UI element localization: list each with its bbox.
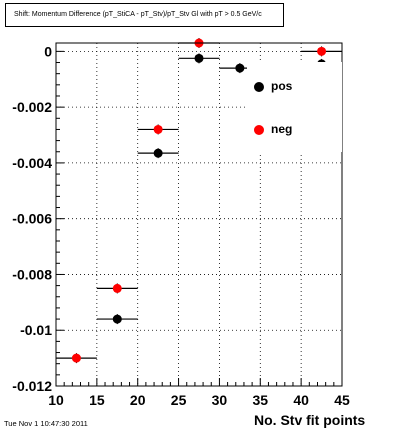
y-tick-label: -0.004 bbox=[12, 155, 52, 171]
plot-frame bbox=[55, 42, 343, 387]
y-tick-label: -0.01 bbox=[20, 322, 52, 338]
x-tick-label: 40 bbox=[293, 392, 309, 408]
legend-label-pos: pos bbox=[271, 79, 293, 93]
chart-title: Shift: Momentum Difference (pT_StiCA - p… bbox=[5, 3, 284, 27]
x-tick-label: 30 bbox=[212, 392, 228, 408]
axis-ticks: 10 15 20 25 30 35 40 45 -0.012 -0.01 -0.008 -0.006 -… bbox=[12, 43, 350, 408]
point-pos bbox=[194, 53, 204, 63]
legend-item-pos: pos bbox=[247, 78, 342, 96]
legend-marker-neg bbox=[254, 125, 264, 135]
y-tick-label: -0.006 bbox=[12, 211, 52, 227]
legend-item-neg: neg bbox=[247, 121, 342, 139]
point-neg bbox=[112, 283, 122, 293]
point-pos bbox=[153, 148, 163, 158]
point-pos bbox=[112, 314, 122, 324]
y-tick-label: -0.008 bbox=[12, 266, 52, 282]
x-axis-label: No. Stv fit points bbox=[254, 412, 366, 428]
point-neg bbox=[153, 124, 163, 134]
point-neg bbox=[317, 46, 327, 56]
x-tick-label: 15 bbox=[89, 392, 105, 408]
legend-marker-pos bbox=[254, 82, 264, 92]
x-tick-label: 20 bbox=[130, 392, 146, 408]
x-tick-label: 35 bbox=[252, 392, 268, 408]
x-tick-label: 45 bbox=[334, 392, 350, 408]
x-tick-label: 25 bbox=[171, 392, 187, 408]
point-pos bbox=[235, 63, 245, 73]
legend-label-neg: neg bbox=[271, 122, 293, 136]
timestamp: Tue Nov 1 10:47:30 2011 bbox=[4, 419, 88, 428]
x-tick-label: 10 bbox=[48, 392, 64, 408]
point-neg bbox=[71, 353, 81, 363]
legend: pos neg bbox=[247, 62, 342, 152]
y-tick-label: 0 bbox=[44, 43, 52, 59]
data-points bbox=[56, 38, 342, 364]
y-tick-label: -0.012 bbox=[12, 378, 52, 394]
y-tick-label: -0.002 bbox=[12, 99, 52, 115]
